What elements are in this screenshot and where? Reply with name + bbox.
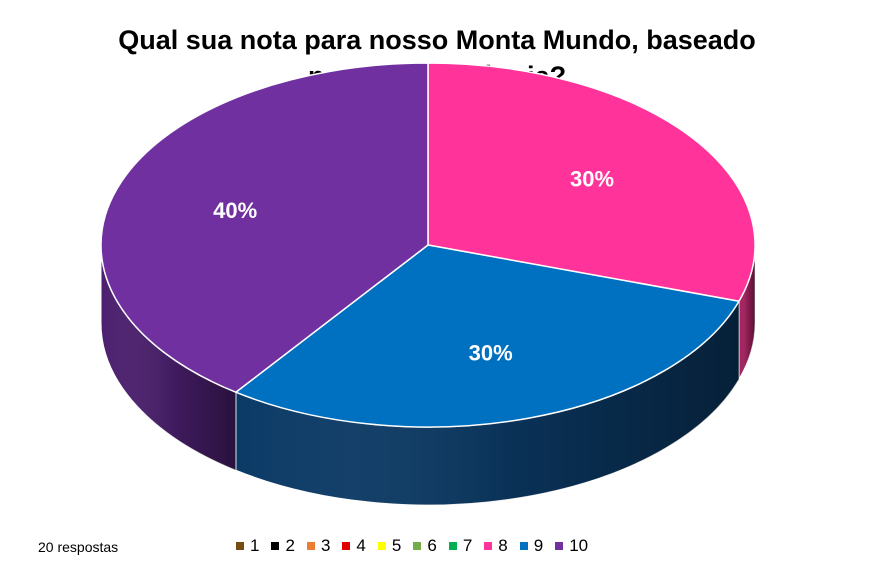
pie-side-shade-9 bbox=[235, 301, 739, 506]
legend-item-2: 2 bbox=[271, 536, 295, 556]
legend-label-1: 1 bbox=[250, 536, 260, 555]
pie-side-shade-10 bbox=[101, 245, 236, 471]
legend-swatch-2 bbox=[271, 542, 280, 550]
pie-side-shade-8 bbox=[738, 245, 755, 380]
legend-label-4: 4 bbox=[356, 536, 366, 555]
legend-label-2: 2 bbox=[285, 536, 295, 555]
legend-label-7: 7 bbox=[462, 536, 473, 555]
chart-title-line-1: Qual sua nota para nosso Monta Mundo, ba… bbox=[118, 25, 756, 55]
pie-slice-10 bbox=[100, 62, 429, 393]
legend-swatch-10 bbox=[555, 542, 564, 550]
legend-swatch-3 bbox=[306, 542, 315, 550]
legend-swatch-4 bbox=[342, 542, 351, 550]
legend-swatch-8 bbox=[484, 542, 493, 550]
legend-label-5: 5 bbox=[391, 536, 402, 555]
legend-item-4: 4 bbox=[342, 536, 366, 556]
legend-label-3: 3 bbox=[320, 536, 331, 555]
pie-slice-9 bbox=[235, 244, 740, 428]
legend-item-1: 1 bbox=[236, 536, 259, 556]
legend-label-10: 10 bbox=[569, 536, 589, 555]
legend-label-9: 9 bbox=[533, 536, 544, 555]
legend: 1 2 3 4 5 6 7 8 9 10 bbox=[236, 536, 600, 556]
legend-swatch-7 bbox=[448, 542, 457, 550]
legend-item-9: 9 bbox=[519, 536, 544, 556]
data-label-10: 40% bbox=[213, 198, 257, 223]
legend-swatch-1 bbox=[236, 542, 244, 550]
response-count: 20 respostas bbox=[38, 539, 119, 555]
legend-item-8: 8 bbox=[484, 536, 508, 556]
legend-label-6: 6 bbox=[427, 536, 437, 555]
data-label-9: 30% bbox=[469, 340, 513, 365]
legend-swatch-5 bbox=[377, 542, 386, 550]
legend-label-8: 8 bbox=[498, 536, 508, 555]
legend-item-6: 6 bbox=[413, 536, 437, 556]
legend-swatch-9 bbox=[519, 542, 528, 550]
pie-slice-8 bbox=[427, 62, 756, 302]
legend-item-10: 10 bbox=[555, 536, 588, 556]
legend-item-7: 7 bbox=[448, 536, 473, 556]
data-label-8: 30% bbox=[570, 167, 614, 192]
legend-item-5: 5 bbox=[377, 536, 402, 556]
legend-swatch-6 bbox=[413, 542, 422, 550]
legend-item-3: 3 bbox=[306, 536, 331, 556]
